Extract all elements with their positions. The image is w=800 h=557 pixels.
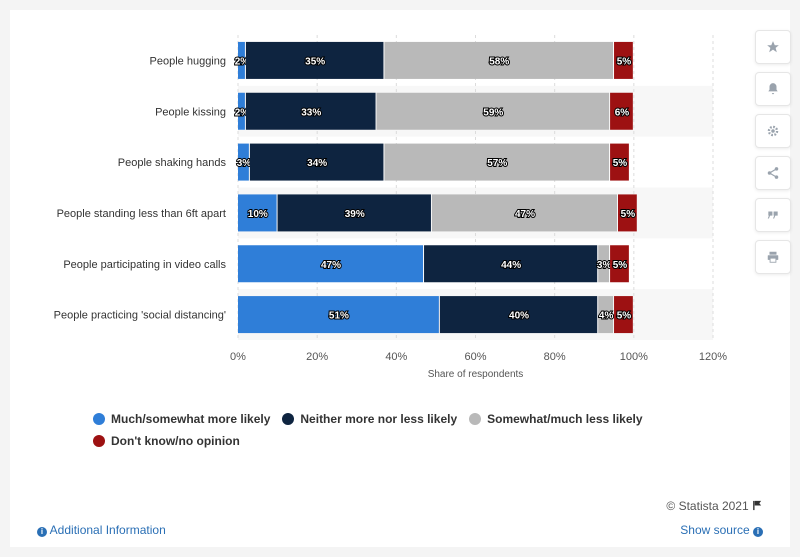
- bar-segment: [610, 245, 629, 283]
- legend-label: Somewhat/much less likely: [487, 412, 643, 426]
- bar-segment: [238, 143, 249, 181]
- bar-segment: [238, 41, 245, 79]
- x-tick-label: 60%: [464, 351, 486, 363]
- legend-label: Neither more nor less likely: [300, 412, 458, 426]
- x-tick-label: 40%: [385, 351, 407, 363]
- data-label: 5%: [613, 158, 628, 169]
- data-label: 6%: [615, 107, 630, 118]
- bar-segment: [238, 296, 439, 334]
- print-icon[interactable]: [755, 240, 791, 274]
- data-label: 5%: [621, 209, 636, 220]
- show-source-link[interactable]: Show source i: [680, 523, 763, 537]
- data-label: 58%: [489, 56, 509, 67]
- bar-segment: [598, 296, 614, 334]
- bar-segment: [245, 92, 376, 130]
- bar-segment: [277, 194, 431, 232]
- data-label: 34%: [307, 158, 327, 169]
- show-source-label: Show source: [680, 523, 750, 537]
- data-label: 57%: [487, 158, 507, 169]
- side-toolbar: [755, 30, 791, 274]
- bar-segment: [610, 143, 629, 181]
- data-label: 40%: [509, 311, 529, 322]
- flag-icon: [753, 500, 762, 511]
- bar-segment: [618, 194, 637, 232]
- bar-segment: [376, 92, 610, 130]
- data-label: 44%: [501, 260, 521, 271]
- x-tick-label: 0%: [230, 351, 246, 363]
- data-label: 3%: [237, 158, 252, 169]
- bar-segment: [249, 143, 384, 181]
- data-label: 39%: [345, 209, 365, 220]
- bar-segment: [238, 194, 277, 232]
- data-label: 35%: [305, 56, 325, 67]
- bell-icon[interactable]: [755, 72, 791, 106]
- legend-label: Much/somewhat more likely: [111, 412, 271, 426]
- star-icon[interactable]: [755, 30, 791, 64]
- gear-icon[interactable]: [755, 114, 791, 148]
- x-tick-label: 20%: [306, 351, 328, 363]
- category-label: People standing less than 6ft apart: [57, 208, 226, 220]
- data-label: 47%: [321, 260, 341, 271]
- bar-segment: [614, 296, 633, 334]
- bar-segment: [384, 41, 614, 79]
- legend-marker: [469, 413, 482, 425]
- legend-marker: [93, 435, 105, 447]
- bar-segment: [384, 143, 610, 181]
- legend-item[interactable]: Much/somewhat more likely: [93, 412, 270, 426]
- bar-segment: [245, 41, 384, 79]
- category-label: People hugging: [150, 55, 226, 67]
- legend-marker: [93, 413, 105, 425]
- bar-segment: [598, 245, 610, 283]
- statista-credit: © Statista 2021: [666, 499, 763, 513]
- chart-legend: Much/somewhat more likely Neither more no…: [93, 412, 733, 448]
- x-axis-title: Share of respondents: [428, 369, 524, 380]
- legend-marker: [282, 413, 295, 425]
- legend-label: Don't know/no opinion: [111, 434, 240, 448]
- additional-info-label: Additional Information: [49, 523, 166, 537]
- quote-icon[interactable]: [755, 198, 791, 232]
- bar-segment: [610, 92, 633, 130]
- bar-segment: [238, 245, 424, 283]
- data-label: 5%: [617, 311, 632, 322]
- share-icon[interactable]: [755, 156, 791, 190]
- data-label: 10%: [248, 209, 268, 220]
- info-icon: i: [753, 527, 763, 537]
- category-label: People shaking hands: [118, 157, 227, 169]
- chart-card: 0% 20% 40% 60% 80% 100% 120% Share of responden…: [10, 10, 791, 547]
- data-label: 47%: [515, 209, 535, 220]
- bar-segment: [431, 194, 617, 232]
- data-label: 5%: [617, 56, 632, 67]
- stacked-bar-chart: 0% 20% 40% 60% 80% 100% 120% Share of responden…: [54, 35, 727, 380]
- data-label: 4%: [599, 311, 614, 322]
- legend-item[interactable]: Neither more nor less likely: [282, 412, 457, 426]
- data-label: 59%: [483, 107, 503, 118]
- data-label: 5%: [613, 260, 628, 271]
- bar-segment: [439, 296, 598, 334]
- category-label: People practicing 'social distancing': [54, 310, 226, 322]
- category-label: People participating in video calls: [63, 259, 226, 271]
- credit-text: © Statista 2021: [666, 499, 749, 513]
- x-tick-label: 80%: [544, 351, 566, 363]
- additional-information-link[interactable]: i Additional Information: [37, 523, 166, 537]
- x-tick-label: 120%: [699, 351, 727, 363]
- legend-item[interactable]: Don't know/no opinion: [93, 434, 733, 448]
- data-label: 33%: [301, 107, 321, 118]
- info-icon: i: [37, 527, 47, 537]
- bar-segment: [614, 41, 633, 79]
- bar-segment: [424, 245, 598, 283]
- data-label: 3%: [597, 260, 612, 271]
- legend-item[interactable]: Somewhat/much less likely: [469, 412, 643, 426]
- category-label: People kissing: [155, 106, 226, 118]
- x-tick-label: 100%: [620, 351, 648, 363]
- data-label: 51%: [329, 311, 349, 322]
- bar-segment: [238, 92, 245, 130]
